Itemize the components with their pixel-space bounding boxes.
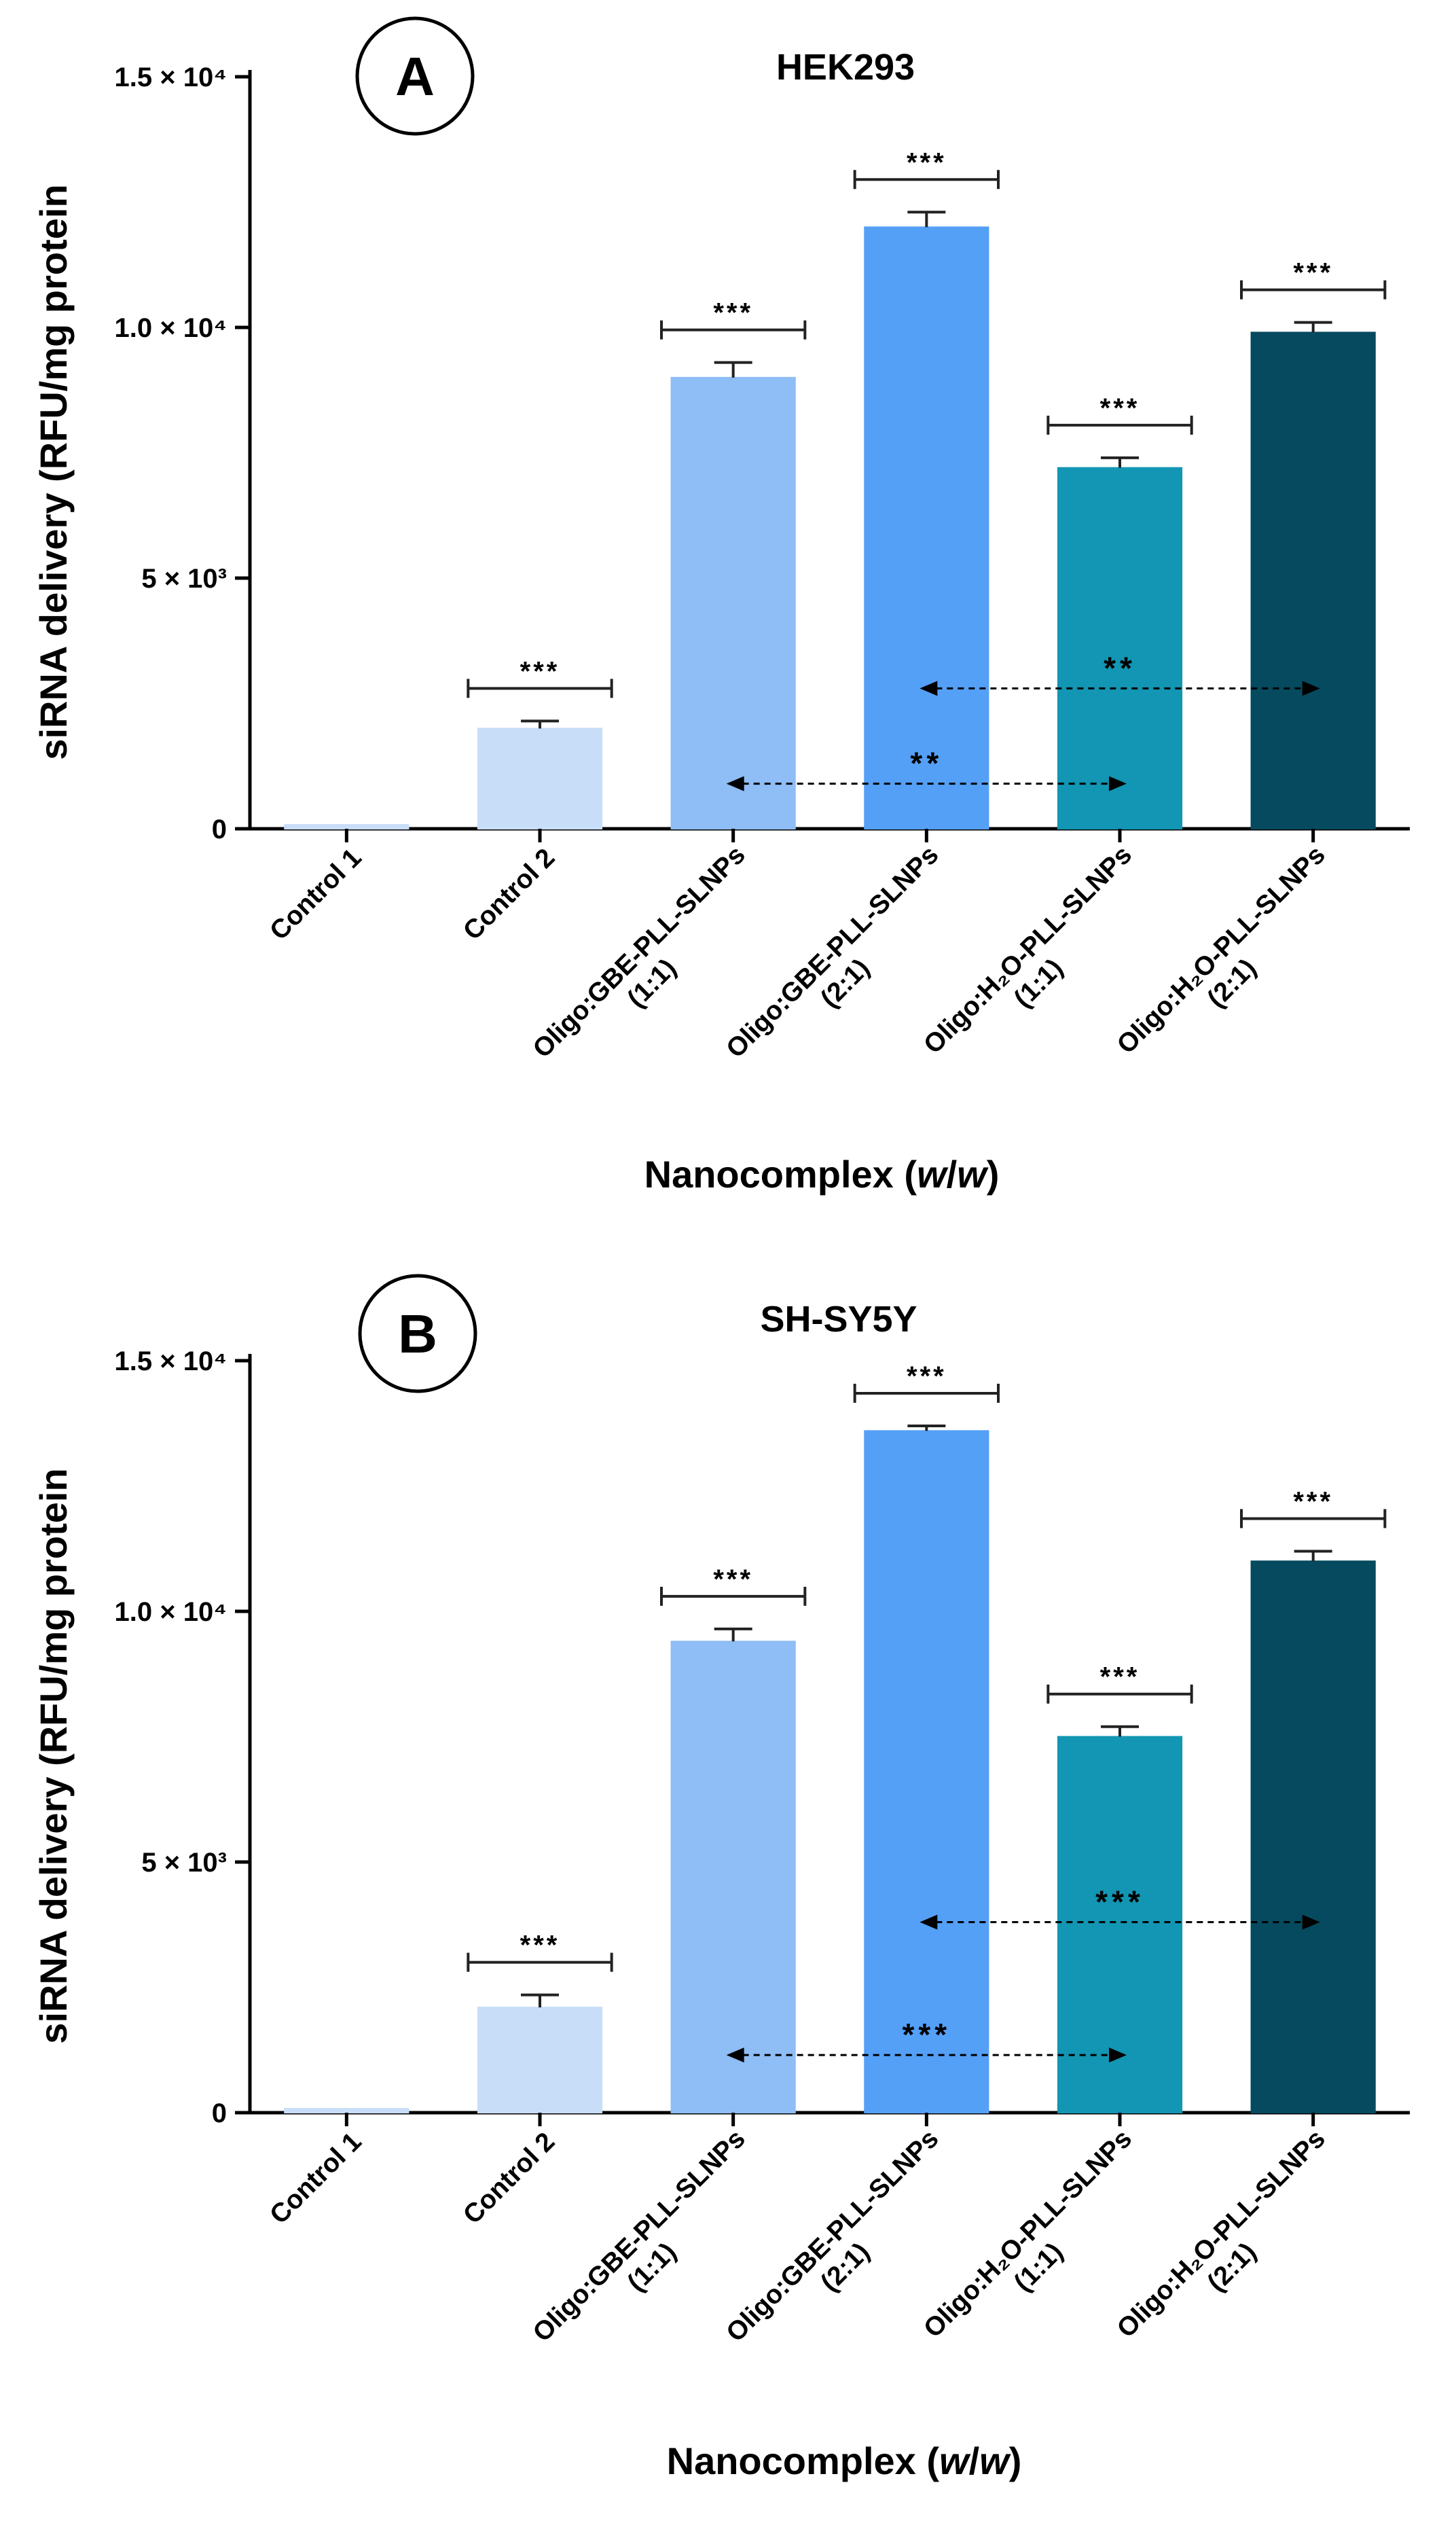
x-category-label: Oligo:H₂O-PLL-SLNPs(2:1) — [1112, 2124, 1353, 2366]
arrowhead-right — [1109, 776, 1127, 791]
x-axis-label: Nanocomplex (w/w) — [644, 1153, 1000, 1196]
bar — [1057, 1736, 1183, 2113]
y-tick-label: 1.5 × 10⁴ — [115, 62, 227, 92]
comparison-label: ** — [1104, 650, 1136, 685]
bar — [477, 728, 603, 830]
y-tick-label: 5 × 10³ — [141, 1848, 227, 1878]
panel-letter-circle — [355, 16, 475, 136]
bar — [1250, 1560, 1376, 2113]
comparison-label: *** — [1095, 1884, 1144, 1920]
chart-title: HEK293 — [776, 47, 915, 88]
x-category-label: Oligo:H₂O-PLL-SLNPs(2:1) — [1112, 840, 1353, 1082]
bar — [284, 824, 410, 829]
bar — [670, 1641, 796, 2113]
comparison-label: *** — [902, 2017, 951, 2052]
y-tick-label: 1.0 × 10⁴ — [115, 313, 227, 343]
arrowhead-right — [1302, 681, 1320, 696]
significance-label: *** — [1100, 1662, 1140, 1692]
y-tick-label: 1.5 × 10⁴ — [115, 1346, 227, 1376]
panel-a: A HEK293 siRNA delivery (RFU/mg protein Nan… — [32, 16, 1410, 1196]
panel-letter: B — [398, 1304, 437, 1364]
x-category-label: Control 1 — [264, 2127, 367, 2230]
comparison-arrow: *** — [920, 1884, 1320, 1930]
comparison-arrow: *** — [726, 2017, 1127, 2063]
significance-label: *** — [907, 1361, 947, 1391]
y-tick-label: 5 × 10³ — [141, 564, 227, 594]
panel-letter-circle — [358, 1274, 477, 1393]
arrowhead-right — [1109, 2047, 1127, 2063]
x-category-label: Control 2 — [458, 843, 560, 946]
arrowhead-left — [726, 2047, 744, 2063]
significance-label: *** — [1293, 258, 1333, 288]
arrowhead-left — [920, 1914, 938, 1930]
bar — [477, 2007, 603, 2114]
bar — [864, 1430, 989, 2114]
significance-label: *** — [520, 1931, 560, 1961]
significance-label: *** — [520, 656, 560, 686]
comparison-label: ** — [910, 746, 943, 781]
arrowhead-left — [726, 776, 744, 791]
significance-label: *** — [1293, 1486, 1333, 1516]
panel-letter: A — [395, 46, 435, 107]
chart-title: SH-SY5Y — [760, 1299, 917, 1340]
y-tick-label: 0 — [212, 815, 227, 844]
y-axis-label: siRNA delivery (RFU/mg protein — [32, 184, 75, 759]
y-tick-label: 1.0 × 10⁴ — [115, 1597, 227, 1627]
comparison-arrow: ** — [726, 746, 1127, 791]
x-category-label: Control 1 — [264, 843, 367, 946]
significance-label: *** — [713, 1564, 753, 1594]
x-category-label: Control 2 — [458, 2127, 560, 2230]
bar — [1057, 467, 1183, 829]
x-axis-label: Nanocomplex (w/w) — [667, 2439, 1022, 2482]
y-tick-label: 0 — [212, 2098, 227, 2128]
bar — [1250, 332, 1376, 829]
significance-label: *** — [1100, 393, 1140, 423]
bar — [670, 376, 796, 829]
significance-label: *** — [907, 147, 947, 177]
bar — [864, 226, 989, 829]
significance-label: *** — [713, 298, 753, 328]
arrowhead-left — [920, 681, 938, 696]
comparison-arrow: ** — [920, 650, 1320, 696]
bar — [284, 2108, 410, 2113]
y-axis-label: siRNA delivery (RFU/mg protein — [32, 1468, 75, 2043]
panel-b: B SH-SY5Y siRNA delivery (RFU/mg protein Na… — [32, 1274, 1410, 2482]
arrowhead-right — [1302, 1914, 1320, 1930]
